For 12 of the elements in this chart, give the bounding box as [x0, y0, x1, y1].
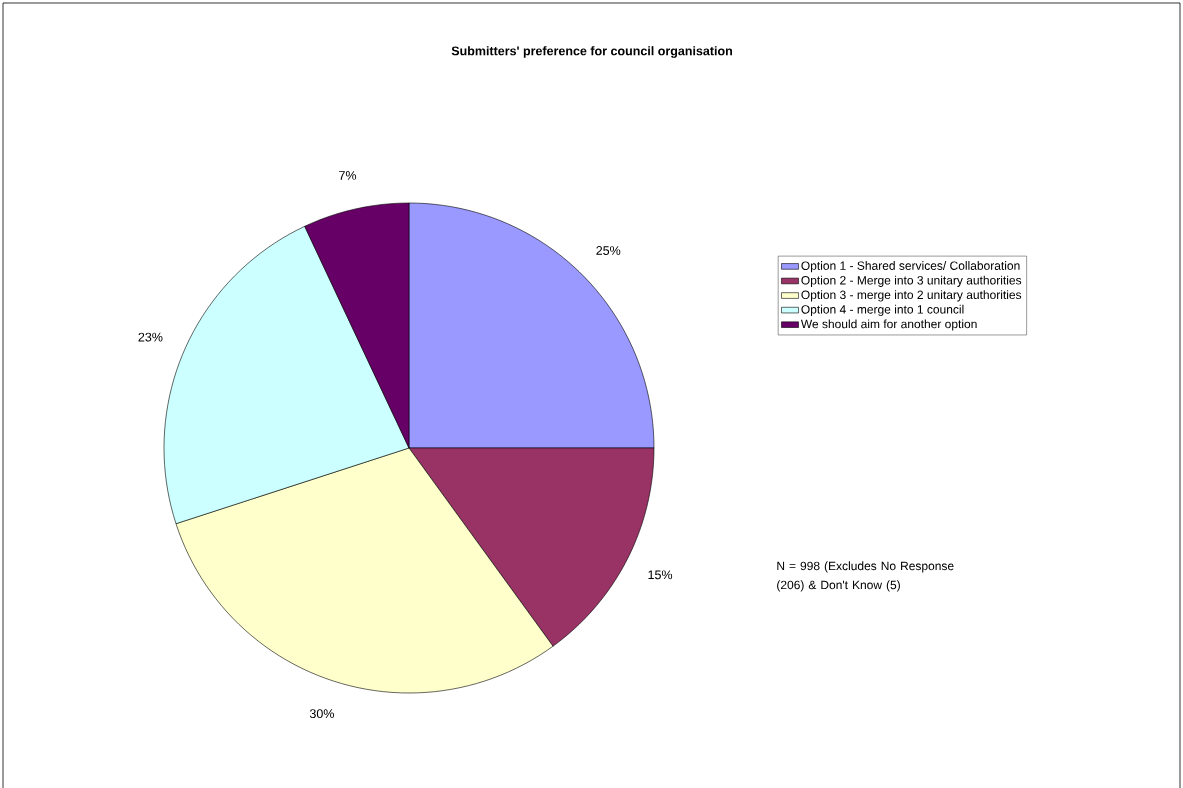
legend-label: Option 2 - Merge into 3 unitary authorities — [801, 275, 1022, 287]
data-label: 30% — [309, 709, 334, 719]
data-label: 7% — [339, 171, 357, 180]
legend-label: Option 3 - merge into 2 unitary authorities — [801, 290, 1022, 302]
data-label: 25% — [596, 246, 621, 255]
data-label: 23% — [138, 332, 163, 342]
data-label: 15% — [648, 570, 673, 580]
chart-title: Submitters' preference for council organisation — [451, 46, 732, 58]
text: N = 998 (Excludes No Response (206) & Don't Know (5) — [777, 561, 954, 592]
legend-label: Option 4 - merge into 1 council — [801, 304, 964, 317]
legend-label: We should aim for another option — [800, 319, 977, 331]
legend-label: Option 1 - Shared services/ Collaboration — [801, 261, 1020, 273]
